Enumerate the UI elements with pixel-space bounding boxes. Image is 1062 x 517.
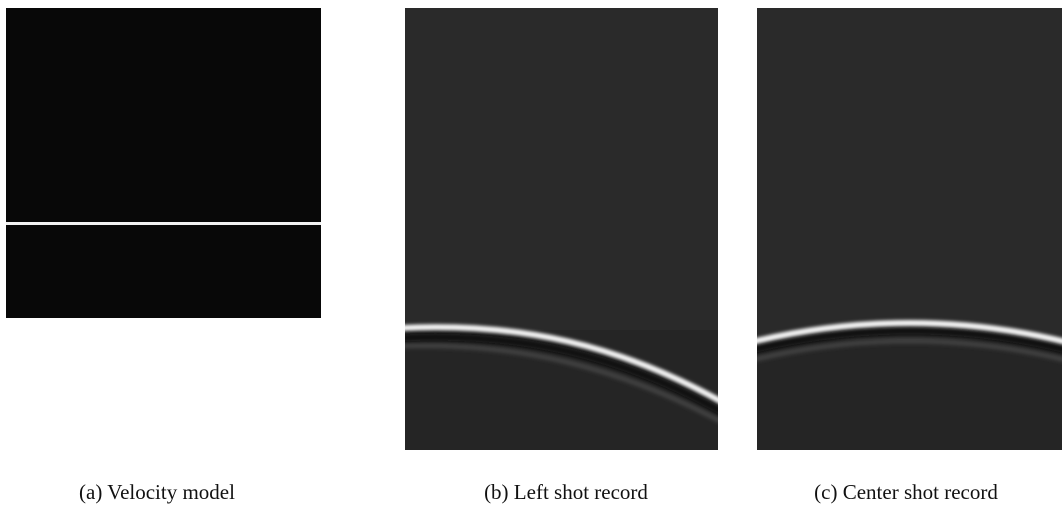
velocity-model-image xyxy=(6,8,321,318)
caption: (b) Left shot record xyxy=(484,480,648,504)
figure: (a) Velocity model (b) Left shot record … xyxy=(0,0,1062,517)
caption: (a) Velocity model xyxy=(79,480,235,504)
page: (a) Velocity model (b) Left shot record … xyxy=(0,0,1062,517)
left-shot-record-image xyxy=(400,8,722,450)
center-shot-record-image xyxy=(752,8,1062,450)
caption: (c) Center shot record xyxy=(814,480,998,504)
